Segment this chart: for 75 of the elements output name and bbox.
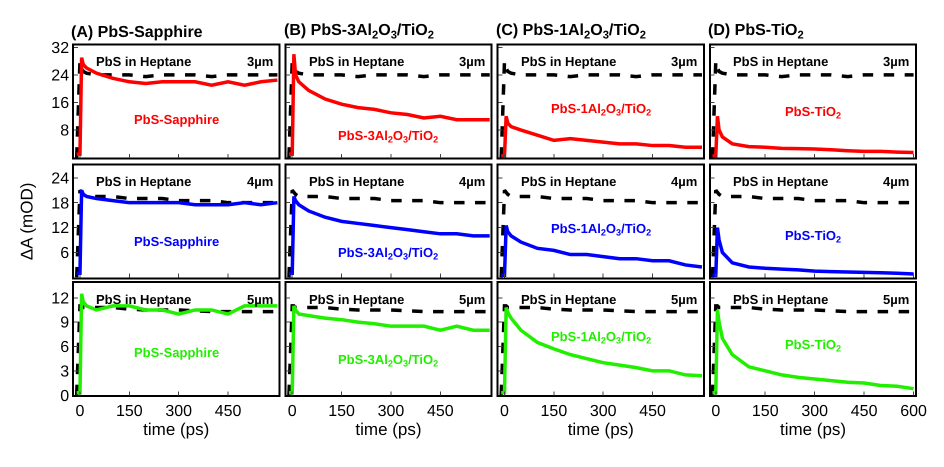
y-tick-label: 3 <box>60 363 70 380</box>
series-label: PbS in Heptane <box>96 292 192 307</box>
text: PbS-TiO$_{2}$ <box>785 104 842 121</box>
y-tick-label: 24 <box>51 67 70 84</box>
annotation: 3µm <box>671 54 698 69</box>
y-tick-label: 12 <box>51 220 70 238</box>
annotation: 3µm <box>883 54 910 69</box>
series-label: PbS-TiO$_{2}$ <box>785 228 842 245</box>
y-tick-label: 9 <box>60 314 70 332</box>
y-axis-title: ΔA (mOD) <box>17 182 36 260</box>
annotation: 3µm <box>247 54 274 69</box>
x-tick-label: 300 <box>378 403 404 420</box>
series-label: PbS-1Al$_{2}$O$_{3}$/TiO$_{2}$ <box>551 101 652 118</box>
x-tick-label: 600 <box>900 403 928 420</box>
series-label: PbS in Heptane <box>521 54 616 69</box>
y-tick-label: 6 <box>60 245 70 262</box>
x-tick-label: 300 <box>165 403 192 420</box>
series-label: PbS-3Al$_{2}$O$_{3}$/TiO$_{2}$ <box>338 128 438 145</box>
annotation: 5µm <box>671 292 698 307</box>
series-label: PbS in Heptane <box>733 174 828 189</box>
series-label: PbS in Heptane <box>733 54 828 69</box>
x-tick-label: 150 <box>752 403 779 420</box>
y-tick-label: 0 <box>60 388 70 405</box>
x-tick-label: 450 <box>850 403 878 420</box>
x-tick-label: 450 <box>426 403 454 420</box>
x-tick-label: 150 <box>116 403 143 420</box>
x-tick-label: 150 <box>540 403 568 420</box>
x-tick-label: 450 <box>639 403 666 420</box>
annotation: 5µm <box>247 292 274 307</box>
x-tick-label: 450 <box>214 403 242 420</box>
y-tick-label: 18 <box>51 195 70 212</box>
annotation: 5µm <box>459 292 486 307</box>
series-label: PbS in Heptane <box>521 292 616 307</box>
y-tick-label: 24 <box>51 170 70 188</box>
series-label: PbS in Heptane <box>309 54 404 69</box>
annotation: 4µm <box>883 174 910 189</box>
y-tick-label: 8 <box>60 122 70 140</box>
series-label: PbS in Heptane <box>521 174 616 189</box>
y-tick-label: 12 <box>51 290 70 308</box>
y-tick-label: 16 <box>51 95 70 112</box>
chart-title: (B) PbS-3Al$_{2}$O$_{3}$/TiO$_{2}$ <box>284 22 434 42</box>
series-label: PbS-TiO$_{2}$ <box>785 337 842 354</box>
series-label: PbS in Heptane <box>309 174 404 189</box>
annotation: 3µm <box>459 54 486 69</box>
x-axis-title: time (ps) <box>568 420 634 440</box>
x-tick-label: 300 <box>801 403 828 420</box>
series-label: PbS in Heptane <box>733 292 828 307</box>
annotation: 4µm <box>459 174 486 189</box>
x-tick-label: 0 <box>711 403 720 420</box>
x-tick-label: 300 <box>590 403 617 420</box>
x-tick-label: 0 <box>288 403 297 420</box>
annotation: 5µm <box>883 292 910 307</box>
x-tick-label: 0 <box>500 403 510 420</box>
y-tick-label: 32 <box>51 40 70 57</box>
series-label: PbS in Heptane <box>96 54 192 69</box>
series-label: PbS-1Al$_{2}$O$_{3}$/TiO$_{2}$ <box>551 329 652 346</box>
annotation: 4µm <box>671 174 698 189</box>
annotation: 4µm <box>247 174 274 189</box>
series-label: PbS-3Al$_{2}$O$_{3}$/TiO$_{2}$ <box>338 245 438 262</box>
y-tick-label: 6 <box>60 339 70 356</box>
x-tick-label: 150 <box>328 403 356 420</box>
chart-title: (D) PbS-TiO$_{2}$ <box>708 22 804 42</box>
series-label: PbS-1Al$_{2}$O$_{3}$/TiO$_{2}$ <box>551 221 652 238</box>
x-axis-title: time (ps) <box>780 420 846 440</box>
x-tick-label: 0 <box>76 403 85 420</box>
chart-title: (C) PbS-1Al$_{2}$O$_{3}$/TiO$_{2}$ <box>496 22 646 42</box>
text: PbS-Sapphire <box>134 345 220 360</box>
chart-title: (A) PbS-Sapphire <box>71 24 203 41</box>
x-axis-title: time (ps) <box>143 420 210 440</box>
text: PbS-Sapphire <box>134 112 220 127</box>
x-axis-title: time (ps) <box>355 420 422 440</box>
series-label: PbS-3Al$_{2}$O$_{3}$/TiO$_{2}$ <box>338 352 438 369</box>
text: PbS-Sapphire <box>134 234 220 249</box>
series-label: PbS in Heptane <box>309 292 404 307</box>
series-label: PbS in Heptane <box>96 174 192 189</box>
